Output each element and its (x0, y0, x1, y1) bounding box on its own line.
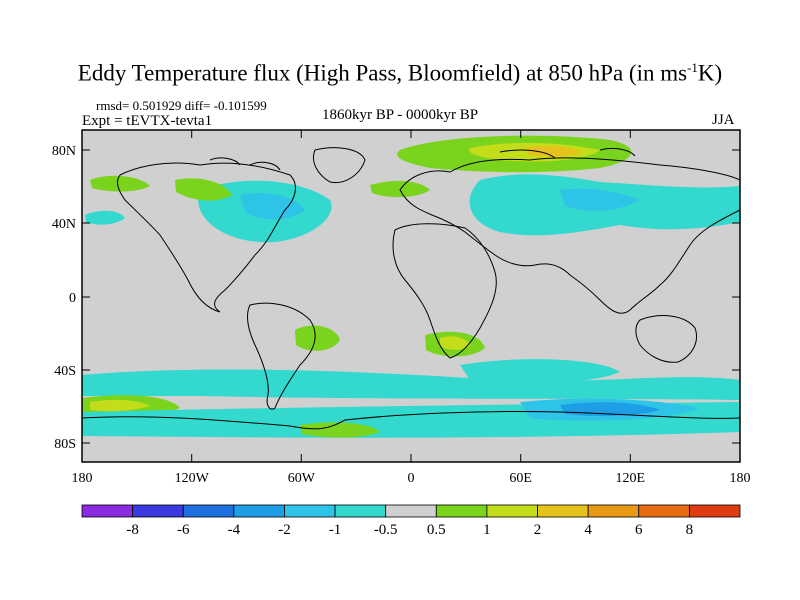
season-label: JJA (712, 112, 735, 128)
colorbar-label: -6 (177, 522, 190, 538)
colorbar-label: 1 (483, 522, 491, 538)
period-label: 1860kyr BP - 0000kyr BP (322, 107, 479, 123)
field-indian-blue (460, 359, 620, 384)
colorbar-box (486, 504, 538, 518)
field-pacific-blue (85, 210, 125, 225)
coast-arctic-islands (209, 147, 636, 171)
colorbar-label: 4 (584, 522, 592, 538)
colorbar-box (284, 504, 336, 518)
field-eurasia-darker (560, 188, 640, 211)
lon-label: 180 (72, 471, 93, 486)
coast-south-america (247, 302, 316, 410)
experiment-label: Expt = tEVTX-tevta1 (82, 113, 213, 129)
field-arctic-orange (525, 145, 582, 157)
lat-label: 0 (69, 291, 76, 306)
colorbar-label: -8 (126, 522, 139, 538)
colorbar-box (81, 504, 134, 518)
field-s-ring-yellow (90, 399, 150, 412)
colorbar-label: 2 (534, 522, 542, 538)
field-na-darker (240, 193, 305, 220)
coast-antarctica (81, 410, 741, 430)
coastlines (81, 147, 741, 430)
colorbar-boxes (81, 504, 741, 518)
stats-text: rmsd= 0.501929 diff= -0.101599 (96, 98, 267, 113)
latitude-axis: 80N 40N 0 40S 80S (52, 144, 740, 452)
lon-label: 180 (730, 471, 751, 486)
coast-greenland (313, 147, 366, 184)
colorbar-labels: -8 -6 -4 -2 -1 -0.5 0.5 1 2 4 6 8 (126, 522, 693, 538)
anomaly-fields (82, 135, 740, 438)
lon-label: 60W (288, 471, 316, 486)
field-atlantic-green (370, 180, 430, 198)
colorbar-box (638, 504, 690, 518)
field-antarctic-green (300, 422, 380, 438)
map-title: Eddy Temperature flux (High Pass, Bloomf… (77, 60, 723, 86)
colorbar-label: 8 (686, 522, 694, 538)
colorbar-box (334, 504, 387, 518)
colorbar-label: 0.5 (427, 522, 446, 538)
colorbar-box (182, 504, 235, 518)
longitude-axis: 180 120W 60W 0 60E 120E 180 (72, 130, 751, 486)
colorbar-box (688, 504, 741, 518)
lon-label: 120E (616, 471, 646, 486)
colorbar-box (132, 504, 184, 518)
colorbar-label: -4 (228, 522, 241, 538)
colorbar-label: -1 (329, 522, 342, 538)
colorbar-box (435, 504, 488, 518)
colorbar-box (233, 504, 285, 518)
lon-label: 0 (408, 471, 415, 486)
coast-australia (635, 315, 697, 363)
lat-label: 40N (52, 217, 76, 232)
field-pacific-green (90, 175, 150, 192)
colorbar-box (587, 504, 640, 518)
field-s-ring-blue (82, 369, 740, 400)
coast-africa (392, 223, 497, 359)
colorbar-box (385, 504, 437, 518)
field-sa-green (295, 325, 340, 351)
lat-label: 40S (54, 364, 76, 379)
field-na-green (175, 178, 232, 201)
coast-europe-asia (399, 157, 741, 314)
colorbar-label: 6 (635, 522, 643, 538)
field-saf-yellow (440, 336, 470, 350)
colorbar-label: -2 (278, 522, 291, 538)
lat-label: 80N (52, 144, 76, 159)
lon-label: 120W (175, 471, 210, 486)
lat-label: 80S (54, 437, 76, 452)
colorbar-label: -0.5 (374, 522, 398, 538)
colorbar-box (537, 504, 589, 518)
lon-label: 60E (509, 471, 532, 486)
